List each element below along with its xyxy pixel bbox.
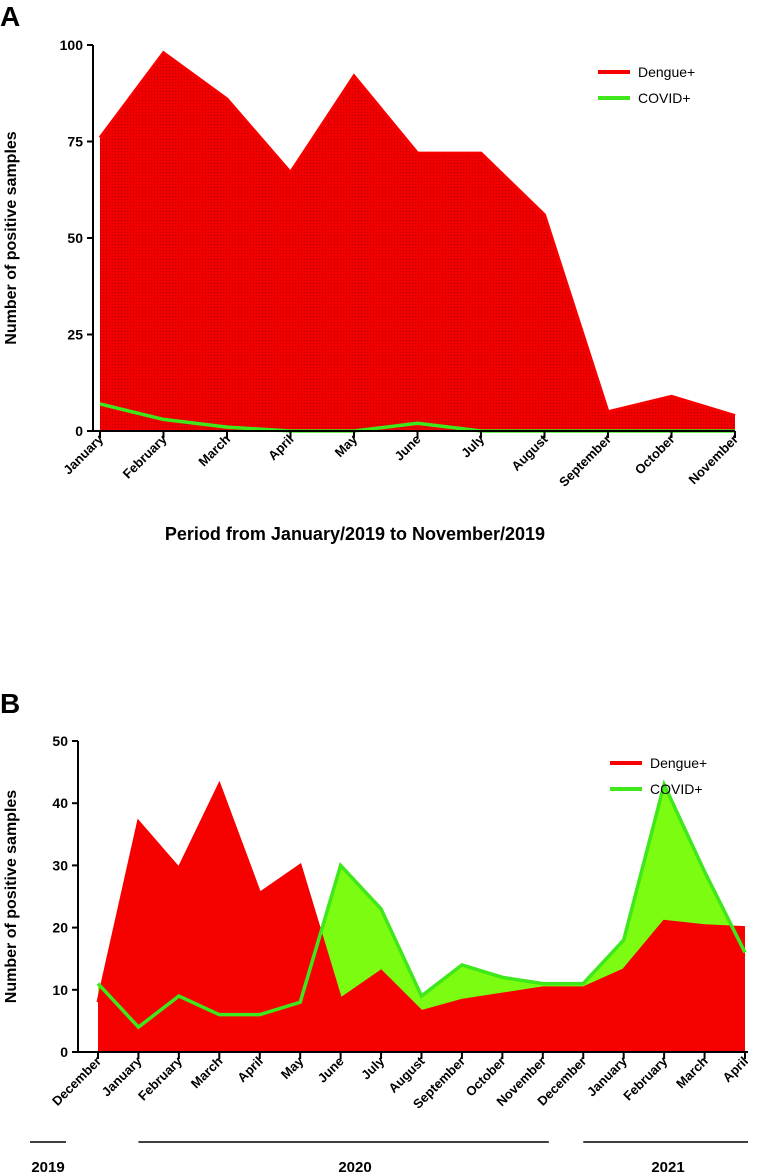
x-tick-label-may: May (278, 1053, 307, 1082)
legend-label-dengue: Dengue+ (650, 755, 707, 771)
y-tick-label: 0 (60, 1044, 68, 1060)
x-tick-label-april: April (720, 1054, 752, 1086)
panel-letter-B: B (0, 688, 20, 719)
dengue-area (98, 784, 745, 1052)
x-tick-label-march: March (188, 1053, 226, 1091)
dengue-area (100, 52, 735, 431)
dengue-line (98, 50, 736, 417)
year-label-2020: 2020 (338, 1159, 371, 1175)
y-tick-label: 0 (75, 423, 83, 439)
legend-label-dengue: Dengue+ (638, 64, 695, 80)
panel-letter-A: A (0, 1, 20, 32)
x-tick-label-march: March (673, 1053, 711, 1091)
x-tick-label-december: December (49, 1054, 104, 1109)
covid-line (96, 779, 747, 1030)
y-tick-label: 20 (52, 920, 68, 936)
y-axis-title: Number of positive samples (3, 790, 20, 1003)
x-tick-label-february: February (620, 1053, 670, 1103)
y-tick-label: 100 (60, 37, 84, 53)
legend-label-covid: COVID+ (638, 90, 691, 106)
x-tick-label-april: April (234, 1054, 266, 1086)
x-tick-label-june: June (392, 432, 424, 464)
x-tick-label-february: February (120, 431, 170, 481)
y-tick-label: 30 (52, 857, 68, 873)
y-tick-label: 10 (52, 982, 68, 998)
legend-label-covid: COVID+ (650, 781, 703, 797)
x-axis-title: Period from January/2019 to November/201… (165, 524, 545, 544)
x-tick-label-january: January (60, 431, 106, 477)
x-tick-label-july: July (358, 1053, 388, 1083)
year-label-2019: 2019 (31, 1159, 64, 1175)
y-tick-label: 50 (67, 230, 83, 246)
dengue-line (96, 780, 746, 1014)
x-tick-label-february: February (135, 1053, 185, 1103)
y-tick-label: 25 (67, 327, 83, 343)
x-tick-label-august: August (508, 431, 551, 474)
x-tick-label-may: May (332, 431, 361, 460)
y-tick-label: 50 (52, 733, 68, 749)
x-tick-label-april: April (265, 432, 297, 464)
x-tick-label-july: July (458, 431, 488, 461)
year-label-2021: 2021 (651, 1159, 684, 1175)
y-axis-title: Number of positive samples (3, 131, 20, 344)
y-tick-label: 75 (67, 134, 83, 150)
x-tick-label-september: September (556, 432, 614, 490)
x-tick-label-november: November (686, 432, 742, 488)
x-tick-label-june: June (315, 1054, 347, 1086)
x-tick-label-october: October (632, 432, 678, 478)
y-tick-label: 40 (52, 795, 68, 811)
x-tick-label-march: March (195, 431, 233, 469)
